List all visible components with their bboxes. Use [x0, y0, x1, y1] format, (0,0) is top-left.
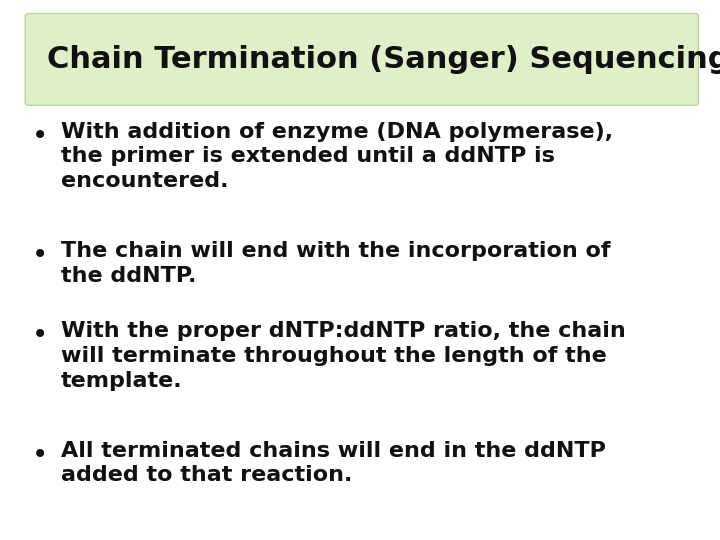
Text: •: •	[32, 441, 48, 469]
Text: With addition of enzyme (DNA polymerase),
the primer is extended until a ddNTP i: With addition of enzyme (DNA polymerase)…	[61, 122, 613, 191]
Text: The chain will end with the incorporation of
the ddNTP.: The chain will end with the incorporatio…	[61, 241, 611, 286]
FancyBboxPatch shape	[25, 14, 698, 105]
Text: •: •	[32, 321, 48, 349]
Text: •: •	[32, 241, 48, 269]
Text: All terminated chains will end in the ddNTP
added to that reaction.: All terminated chains will end in the dd…	[61, 441, 606, 485]
Text: •: •	[32, 122, 48, 150]
Text: With the proper dNTP:ddNTP ratio, the chain
will terminate throughout the length: With the proper dNTP:ddNTP ratio, the ch…	[61, 321, 626, 391]
Text: Chain Termination (Sanger) Sequencing: Chain Termination (Sanger) Sequencing	[47, 45, 720, 74]
